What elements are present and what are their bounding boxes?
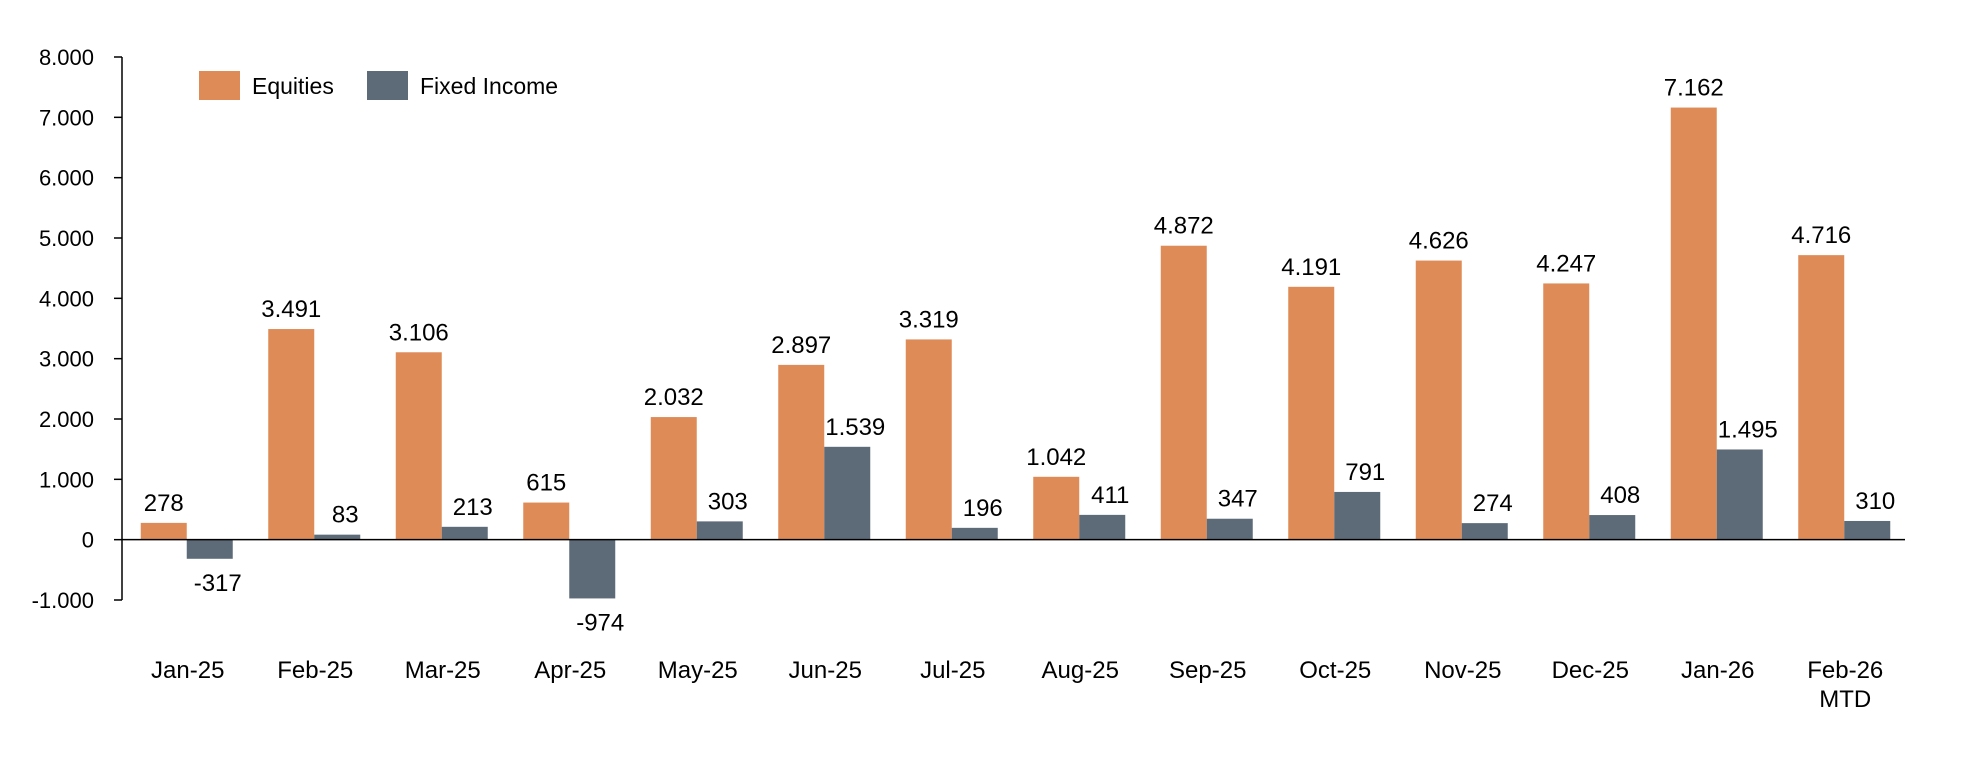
data-label-fixed-income: 411 — [1091, 482, 1129, 509]
bar-fixed-income — [1206, 518, 1253, 540]
data-label-equities: 615 — [526, 470, 566, 497]
bar-fixed-income — [951, 527, 998, 540]
y-tick-label: 8.000 — [39, 45, 94, 70]
x-tick-label: Jan-25 — [151, 657, 224, 684]
legend-swatch-fixed-income — [367, 71, 408, 100]
y-tick-label: 3.000 — [39, 347, 94, 372]
bar-equities — [1543, 283, 1590, 540]
data-label-fixed-income: 1.539 — [825, 414, 885, 441]
x-tick-label: Nov-25 — [1424, 657, 1501, 684]
data-labels: 278 -317 3.491 83 3.106 213 615 -974 2.032 303 2.8… — [144, 75, 1896, 637]
data-label-fixed-income: 213 — [453, 494, 493, 521]
legend: Equities Fixed Income — [199, 71, 558, 100]
y-tick-label: 4.000 — [39, 286, 94, 311]
y-axis: 8.000 7.000 6.000 5.000 4.000 3.000 2.000 1.000… — [32, 45, 123, 613]
x-tick-label: Dec-25 — [1552, 657, 1629, 684]
data-label-fixed-income: 83 — [332, 502, 359, 529]
data-label-equities: 2.897 — [771, 332, 831, 359]
y-tick-label: 6.000 — [39, 166, 94, 191]
bar-fixed-income — [314, 534, 361, 540]
y-tick-label: -1.000 — [32, 588, 94, 613]
bar-equities — [395, 352, 442, 540]
bar-fixed-income — [186, 539, 233, 559]
y-tick-label: 2.000 — [39, 407, 94, 432]
data-label-equities: 2.032 — [644, 384, 704, 411]
data-label-equities: 3.106 — [389, 319, 449, 346]
data-label-equities: 7.162 — [1664, 75, 1724, 102]
bar-equities — [1160, 245, 1207, 540]
legend-label-fixed-income: Fixed Income — [420, 73, 558, 99]
bar-fixed-income — [1461, 523, 1508, 540]
bar-fixed-income — [441, 526, 488, 540]
x-tick-label: Mar-25 — [405, 657, 481, 684]
data-label-equities: 4.872 — [1154, 213, 1214, 240]
data-label-fixed-income: -974 — [576, 609, 624, 636]
bar-equities — [650, 417, 697, 540]
bar-fixed-income — [824, 446, 871, 540]
legend-swatch-equities — [199, 71, 240, 100]
x-tick-label: Apr-25 — [534, 657, 606, 684]
bar-equities — [1670, 107, 1717, 540]
y-tick-label: 0 — [82, 528, 94, 553]
data-label-fixed-income: 408 — [1600, 482, 1640, 509]
data-label-equities: 4.716 — [1791, 222, 1851, 249]
x-tick-label: Jan-26 — [1681, 657, 1754, 684]
data-label-equities: 4.247 — [1536, 250, 1596, 277]
bar-equities — [1033, 476, 1080, 540]
bar-equities — [778, 364, 825, 540]
legend-label-equities: Equities — [252, 73, 334, 99]
x-tick-label: Aug-25 — [1042, 657, 1119, 684]
data-label-fixed-income: 310 — [1855, 488, 1895, 515]
bar-equities — [1288, 286, 1335, 540]
x-tick-label: Oct-25 — [1299, 657, 1371, 684]
bar-equities — [140, 522, 187, 540]
data-label-fixed-income: 303 — [708, 488, 748, 515]
bar-equities — [268, 329, 315, 540]
data-label-equities: 4.626 — [1409, 228, 1469, 255]
data-label-equities: 278 — [144, 490, 184, 517]
bar-fixed-income — [1589, 515, 1636, 540]
data-label-fixed-income: 1.495 — [1718, 416, 1778, 443]
y-tick-label: 7.000 — [39, 105, 94, 130]
data-label-fixed-income: 274 — [1473, 490, 1513, 517]
data-label-fixed-income: 196 — [963, 495, 1003, 522]
x-tick-label: MTD — [1819, 686, 1871, 713]
x-tick-label: May-25 — [658, 657, 738, 684]
x-tick-label: Feb-26 — [1807, 657, 1883, 684]
x-tick-label: Feb-25 — [277, 657, 353, 684]
bar-fixed-income — [1079, 514, 1126, 540]
bar-equities — [523, 502, 570, 540]
x-tick-label: Sep-25 — [1169, 657, 1246, 684]
bar-fixed-income — [569, 539, 616, 599]
bar-fixed-income — [1716, 449, 1763, 540]
data-label-equities: 3.319 — [899, 306, 959, 333]
y-tick-label: 5.000 — [39, 226, 94, 251]
bar-fixed-income — [1334, 491, 1381, 540]
data-label-fixed-income: 791 — [1345, 459, 1385, 486]
bar-fixed-income — [696, 521, 743, 540]
x-axis: Jan-25 Feb-25 Mar-25 Apr-25 May-25 Jun-25 Jul-… — [122, 538, 1905, 713]
bar-equities — [1798, 255, 1845, 540]
data-label-fixed-income: -317 — [194, 570, 242, 597]
bar-fixed-income — [1844, 520, 1891, 540]
y-tick-label: 1.000 — [39, 467, 94, 492]
x-tick-label: Jun-25 — [789, 657, 862, 684]
bars — [140, 107, 1891, 599]
data-label-equities: 3.491 — [261, 296, 321, 323]
bar-equities — [1415, 260, 1462, 540]
data-label-equities: 1.042 — [1026, 444, 1086, 471]
x-tick-label: Jul-25 — [920, 657, 985, 684]
bar-equities — [905, 339, 952, 540]
data-label-fixed-income: 347 — [1218, 486, 1258, 513]
data-label-equities: 4.191 — [1281, 254, 1341, 281]
